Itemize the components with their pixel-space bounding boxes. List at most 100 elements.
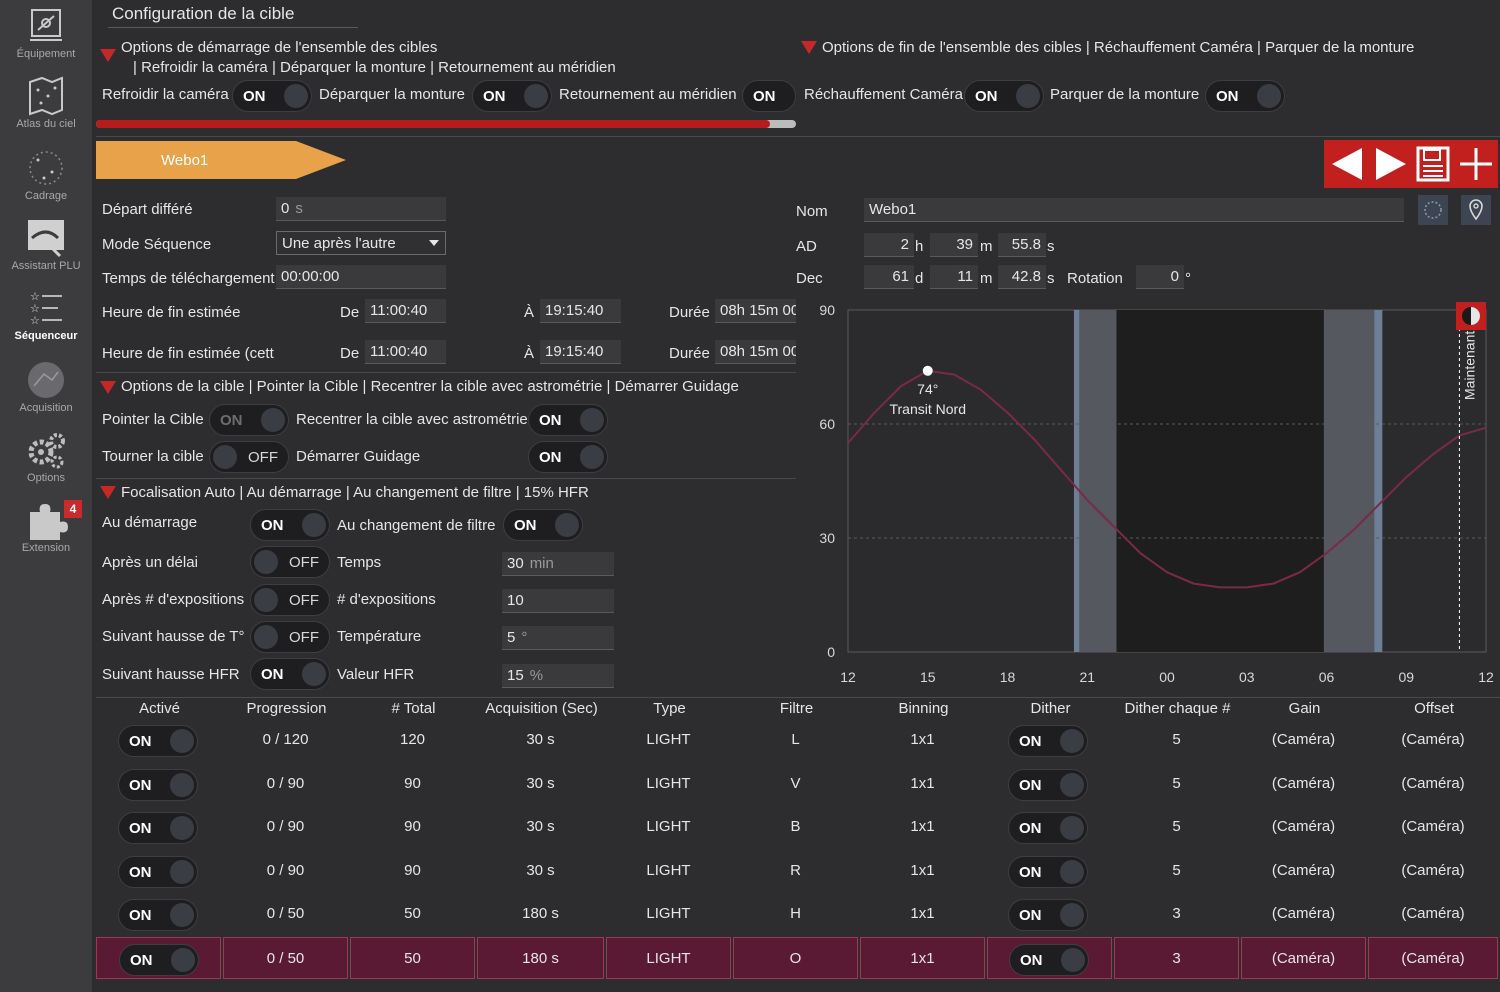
cell-gain: (Caméra) <box>1271 905 1336 922</box>
column-header[interactable]: Dither <box>1030 700 1071 717</box>
column-header[interactable]: Gain <box>1288 700 1321 717</box>
column-header[interactable]: Dither chaque # <box>1124 700 1231 717</box>
target-from-value: 11:00:40 <box>370 343 428 360</box>
af-exp-count-input[interactable]: 10 <box>502 589 614 613</box>
row-enabled-toggle[interactable]: ON <box>118 899 198 931</box>
row-dither-toggle[interactable]: ON <box>1008 725 1088 757</box>
af-delay-toggle[interactable]: OFF <box>250 546 330 578</box>
prev-icon[interactable] <box>1330 146 1366 182</box>
expander-triangle-icon[interactable] <box>100 49 116 62</box>
download-time-field: 00:00:00 <box>276 265 446 289</box>
column-header[interactable]: Filtre <box>779 700 814 717</box>
notification-badge: 4 <box>64 500 82 518</box>
row-enabled-toggle[interactable]: ON <box>119 944 199 976</box>
framing-icon <box>29 151 63 185</box>
sidebar-item-plugins[interactable]: 4 Extension <box>0 500 92 554</box>
plug-icon <box>30 9 62 41</box>
af-time-input[interactable]: 30 min <box>502 552 614 576</box>
sky-search-button[interactable] <box>1418 195 1448 225</box>
ra-seconds-input[interactable]: 55.8 <box>998 233 1046 257</box>
column-header[interactable]: Activé <box>139 700 180 717</box>
af-filter-toggle[interactable]: ON <box>503 509 583 541</box>
af-temp-input[interactable]: 5 ° <box>502 626 614 650</box>
est-from-field: 11:00:40 <box>365 299 446 323</box>
slew-toggle[interactable]: ON <box>209 404 289 436</box>
location-button[interactable] <box>1461 195 1491 225</box>
row-enabled-toggle[interactable]: ON <box>118 725 198 757</box>
sequence-mode-select[interactable]: Une après l'autre <box>276 231 446 255</box>
expander-triangle-icon[interactable] <box>801 41 817 54</box>
sidebar-item-sky-atlas[interactable]: Atlas du ciel <box>0 76 92 130</box>
dec-minutes-value: 11 <box>957 268 973 285</box>
sidebar-item-flat-wizard[interactable]: Assistant PLU <box>0 218 92 272</box>
row-enabled-toggle[interactable]: ON <box>118 812 198 844</box>
sidebar-item-equipment[interactable]: Équipement <box>0 6 92 60</box>
scrollbar-thumb[interactable] <box>96 120 770 128</box>
sidebar-item-options[interactable]: Options <box>0 430 92 484</box>
puzzle-icon <box>30 504 68 540</box>
ra-minutes-input[interactable]: 39 <box>930 233 978 257</box>
sidebar-item-sequencer[interactable]: ☆ ☆ ☆ Séquenceur <box>0 288 92 342</box>
af-exp-toggle[interactable]: OFF <box>250 584 330 616</box>
dec-minutes-input[interactable]: 11 <box>930 265 978 289</box>
rotation-input[interactable]: 0 <box>1136 265 1184 289</box>
table-row[interactable]: ON 0 / 50 50 180 s LIGHT H 1x1 ON 3 (Caméra) (Camé… <box>96 893 1500 937</box>
column-header[interactable]: Type <box>653 700 686 717</box>
column-header[interactable]: Progression <box>246 700 327 717</box>
enabled-cell: ON <box>96 893 221 935</box>
unpark-toggle[interactable]: ON <box>472 80 552 112</box>
expander-triangle-icon[interactable] <box>100 486 116 499</box>
sidebar-label: Acquisition <box>19 402 73 414</box>
toggle-state: ON <box>129 733 152 750</box>
row-enabled-toggle[interactable]: ON <box>118 856 198 888</box>
guide-toggle[interactable]: ON <box>528 441 608 473</box>
sidebar-item-framing[interactable]: Cadrage <box>0 148 92 202</box>
row-dither-toggle[interactable]: ON <box>1008 769 1088 801</box>
af-temp-toggle[interactable]: OFF <box>250 621 330 653</box>
column-header[interactable]: Binning <box>898 700 949 717</box>
ra-seconds-value: 55.8 <box>1011 236 1041 253</box>
sidebar-label: Séquenceur <box>14 330 78 342</box>
save-icon[interactable] <box>1416 146 1450 182</box>
dec-seconds-input[interactable]: 42.8 <box>998 265 1046 289</box>
add-icon[interactable] <box>1458 146 1494 182</box>
table-row[interactable]: ON 0 / 50 50 180 s LIGHT O 1x1 ON 3 (Caméra) (Camé… <box>96 937 1500 981</box>
ra-hours-input[interactable]: 2 <box>864 233 914 257</box>
target-name-input[interactable]: Webo1 <box>864 198 1404 222</box>
af-start-toggle[interactable]: ON <box>250 509 330 541</box>
toggle-knob <box>254 625 278 649</box>
toggle-knob <box>580 408 604 432</box>
af-hfr-input[interactable]: 15% <box>502 664 614 688</box>
row-enabled-toggle[interactable]: ON <box>118 769 198 801</box>
cell-filter: R <box>790 862 801 879</box>
dec-degrees-input[interactable]: 61 <box>864 265 914 289</box>
column-header[interactable]: # Total <box>391 700 436 717</box>
park-toggle[interactable]: ON <box>1205 80 1285 112</box>
column-header[interactable]: Offset <box>1414 700 1454 717</box>
x-tick-label: 00 <box>1159 669 1175 685</box>
target-tab-shape[interactable] <box>96 141 346 179</box>
af-temp-value-label: Température <box>337 628 422 645</box>
af-hfr-toggle[interactable]: ON <box>250 658 330 690</box>
row-dither-toggle[interactable]: ON <box>1008 812 1088 844</box>
row-dither-toggle[interactable]: ON <box>1008 899 1088 931</box>
sidebar-item-imaging[interactable]: Acquisition <box>0 360 92 414</box>
row-dither-toggle[interactable]: ON <box>1009 944 1089 976</box>
cell-gain: (Caméra) <box>1241 937 1366 979</box>
column-header[interactable]: Acquisition (Sec) <box>485 700 598 717</box>
table-row[interactable]: ON 0 / 120 120 30 s LIGHT L 1x1 ON 5 (Caméra) (Cam… <box>96 719 1500 763</box>
table-row[interactable]: ON 0 / 90 90 30 s LIGHT B 1x1 ON 5 (Caméra) (Camér… <box>96 806 1500 850</box>
center-toggle[interactable]: ON <box>528 404 608 436</box>
rotate-toggle[interactable]: OFF <box>209 441 289 473</box>
cool-camera-toggle[interactable]: ON <box>232 80 312 112</box>
table-row[interactable]: ON 0 / 90 90 30 s LIGHT V 1x1 ON 5 (Caméra) (Camér… <box>96 763 1500 807</box>
sidebar: Équipement Atlas du ciel Cadrage Assista… <box>0 0 92 992</box>
meridian-flip-toggle[interactable]: ON <box>742 80 796 112</box>
next-icon[interactable] <box>1372 146 1408 182</box>
target-tab[interactable]: Webo1 <box>161 152 209 169</box>
expander-triangle-icon[interactable] <box>100 381 116 394</box>
row-dither-toggle[interactable]: ON <box>1008 856 1088 888</box>
table-row[interactable]: ON 0 / 90 90 30 s LIGHT R 1x1 ON 5 (Caméra) (Camér… <box>96 850 1500 894</box>
warm-camera-toggle[interactable]: ON <box>964 80 1044 112</box>
